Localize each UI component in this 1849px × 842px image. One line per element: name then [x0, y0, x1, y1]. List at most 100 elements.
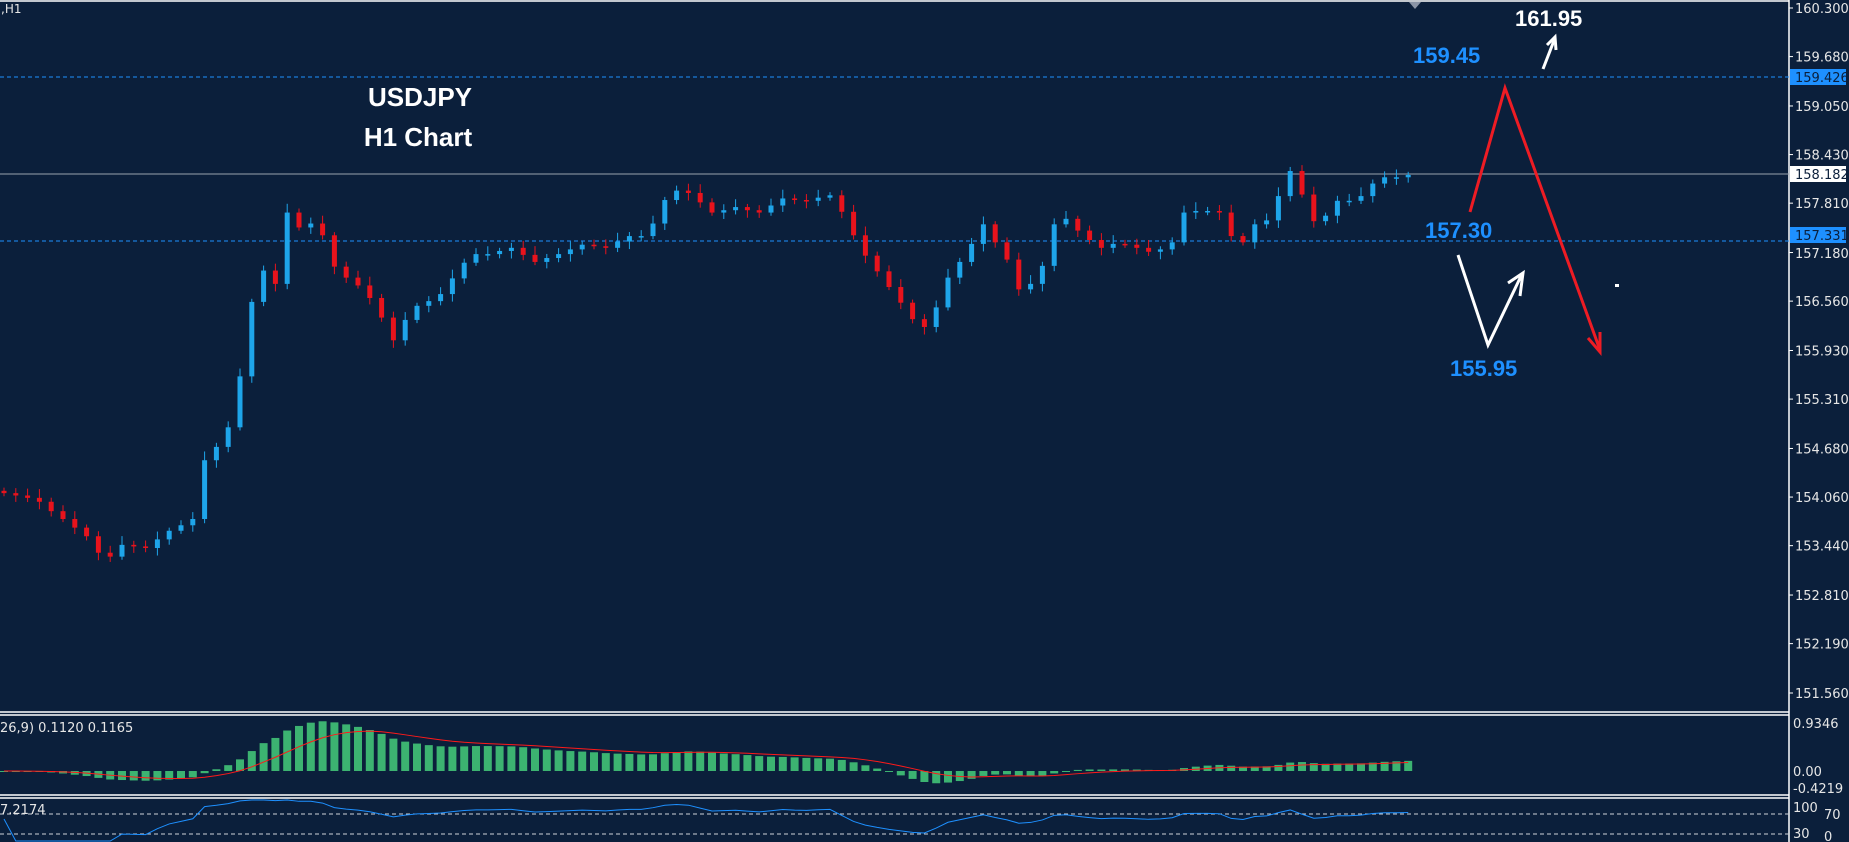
candle-body: [945, 277, 951, 308]
candle-body: [331, 235, 337, 267]
macd-histogram-bar: [708, 752, 716, 771]
candle-body: [1370, 183, 1376, 197]
macd-histogram-bar: [1392, 761, 1401, 771]
white-up-arrow-icon[interactable]: [1541, 33, 1558, 70]
candle-body: [780, 198, 786, 206]
rsi-axis-100: 100: [1793, 801, 1818, 816]
candle-body: [320, 223, 326, 236]
candle-body: [1299, 171, 1305, 195]
macd-histogram-bar: [578, 751, 587, 771]
candle-body: [874, 255, 880, 272]
candle-body: [803, 200, 809, 202]
candle-body: [379, 297, 385, 318]
pivot-price-tag-text: 157.331: [1795, 229, 1849, 244]
macd-histogram-bar: [1239, 766, 1247, 771]
pivot-label: 157.30: [1425, 218, 1492, 243]
macd-histogram-bar: [814, 758, 823, 771]
macd-histogram-bar: [672, 752, 681, 771]
price-tick-label: 158.430: [1795, 149, 1849, 164]
candle-body: [1134, 244, 1140, 248]
candle-body: [980, 224, 986, 244]
macd-histogram-bar: [495, 746, 504, 771]
macd-histogram-bar: [177, 771, 185, 779]
candle-body: [827, 195, 833, 198]
candle-body: [839, 195, 845, 212]
macd-histogram-bar: [271, 737, 280, 771]
macd-histogram-bar: [1050, 771, 1059, 774]
macd-histogram-bar: [377, 733, 386, 771]
candle-body: [1205, 210, 1211, 213]
white-scenario-arrow-icon[interactable]: [1456, 254, 1525, 349]
candle-body: [402, 319, 408, 341]
macd-histogram-bar: [129, 771, 138, 781]
chart-title-timeframe: H1 Chart: [364, 122, 473, 152]
macd-histogram-bar: [849, 762, 858, 771]
candle-body: [544, 258, 550, 262]
macd-histogram-bar: [861, 765, 870, 771]
price-tick-label: 159.680: [1795, 51, 1849, 66]
macd-histogram-bar: [1109, 769, 1118, 771]
macd-histogram-bar: [1333, 763, 1342, 771]
macd-histogram-bar: [330, 722, 339, 771]
macd-histogram-bar: [401, 741, 410, 771]
macd-histogram-bar: [413, 743, 421, 771]
macd-histogram-bar: [542, 749, 551, 771]
macd-histogram-bar: [165, 771, 174, 780]
candle-body: [1405, 174, 1411, 178]
candle-body: [414, 305, 420, 320]
price-tick-label: 159.050: [1795, 100, 1849, 115]
candle-body: [685, 190, 691, 193]
candle-body: [1122, 243, 1128, 246]
chart-shift-marker[interactable]: [1409, 2, 1421, 9]
macd-histogram-bar: [1404, 760, 1413, 771]
candle-body: [261, 270, 267, 302]
macd-histogram-bar: [944, 771, 952, 783]
macd-histogram-bar: [637, 754, 646, 771]
macd-histogram-bar: [1368, 762, 1377, 771]
candle-body: [343, 266, 349, 278]
candle-body: [296, 212, 302, 228]
macd-histogram-bar: [755, 756, 764, 771]
rsi-line: [3, 799, 1409, 842]
price-tick-label: 155.310: [1795, 393, 1849, 408]
candle-body: [284, 212, 290, 284]
price-tick-label: 154.680: [1795, 442, 1849, 457]
macd-histogram-bar: [247, 751, 256, 771]
macd-axis-min: -0.4219: [1793, 782, 1843, 797]
candle-body: [60, 511, 66, 520]
macd-histogram-bar: [153, 771, 162, 781]
price-tick-label: 157.180: [1795, 247, 1849, 262]
candle-body: [1264, 220, 1270, 225]
macd-histogram-bar: [365, 730, 374, 771]
candle-body: [603, 246, 609, 248]
candle-body: [709, 202, 715, 213]
candle-body: [532, 254, 538, 262]
candle-body: [84, 527, 90, 537]
macd-histogram-bar: [1262, 766, 1271, 771]
candle-body: [48, 501, 54, 512]
candle-body: [485, 254, 491, 256]
price-tick-label: 156.560: [1795, 295, 1849, 310]
red-scenario-arrow-icon[interactable]: [1468, 83, 1602, 357]
macd-histogram-bar: [979, 771, 988, 776]
candle-body: [13, 493, 19, 496]
macd-histogram-bar: [1073, 769, 1082, 771]
candle-body: [508, 247, 514, 251]
candle-body: [473, 254, 479, 263]
candle-body: [815, 197, 821, 201]
macd-histogram-bar: [802, 757, 811, 771]
macd-histogram-bar: [731, 754, 740, 771]
macd-histogram-bar: [141, 771, 150, 781]
candle-body: [178, 525, 184, 531]
candle-body: [1252, 224, 1258, 243]
macd-axis-max: 0.9346: [1793, 717, 1839, 732]
candle-body: [1323, 215, 1329, 222]
candle-body: [225, 427, 231, 447]
pivot-price-tag: [1790, 227, 1846, 243]
candle-body: [1, 490, 7, 494]
candle-body: [36, 497, 42, 502]
macd-histogram-bar: [531, 748, 539, 771]
macd-histogram-bar: [212, 769, 221, 771]
candle-body: [674, 190, 680, 201]
candle-body: [520, 247, 526, 255]
